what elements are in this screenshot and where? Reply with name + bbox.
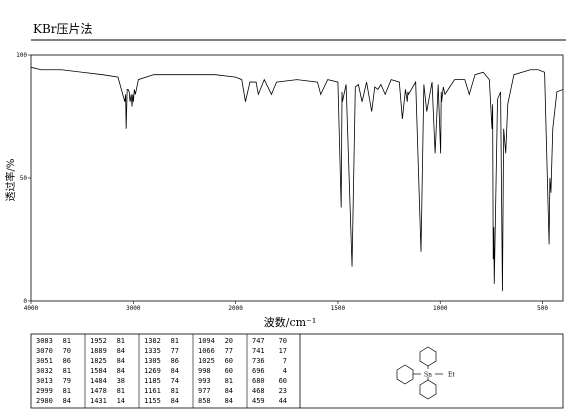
- x-axis-label: 波数/cm⁻¹: [264, 316, 317, 329]
- x-tick-label: 3000: [126, 305, 141, 312]
- peak-transmittance: 70: [63, 347, 71, 355]
- peak-wavenumber: 459: [252, 397, 265, 405]
- peak-wavenumber: 993: [198, 377, 211, 385]
- peak-wavenumber: 3051: [36, 357, 53, 365]
- peak-wavenumber: 468: [252, 387, 265, 395]
- peak-wavenumber: 1584: [90, 367, 107, 375]
- x-tick-label: 500: [537, 305, 548, 312]
- peak-wavenumber: 1889: [90, 347, 107, 355]
- structure-group: Et: [448, 372, 455, 379]
- peak-wavenumber: 1484: [90, 377, 107, 385]
- peak-transmittance: 81: [63, 337, 71, 345]
- peak-wavenumber: 1305: [144, 357, 161, 365]
- peak-wavenumber: 977: [198, 387, 211, 395]
- peak-wavenumber: 858: [198, 397, 211, 405]
- peak-wavenumber: 741: [252, 347, 265, 355]
- peak-wavenumber: 1269: [144, 367, 161, 375]
- peak-wavenumber: 1952: [90, 337, 107, 345]
- peak-wavenumber: 1025: [198, 357, 215, 365]
- peak-transmittance: 7: [283, 357, 287, 365]
- peak-transmittance: 84: [63, 397, 71, 405]
- structure-atom: Sn: [424, 372, 432, 379]
- peak-transmittance: 86: [171, 357, 179, 365]
- peak-transmittance: 77: [225, 347, 233, 355]
- peak-transmittance: 81: [63, 367, 71, 375]
- peak-transmittance: 20: [225, 337, 233, 345]
- peak-transmittance: 74: [171, 377, 179, 385]
- peak-transmittance: 4: [283, 367, 287, 375]
- peak-transmittance: 81: [63, 387, 71, 395]
- peak-transmittance: 84: [117, 347, 125, 355]
- peak-transmittance: 79: [63, 377, 71, 385]
- peak-wavenumber: 1431: [90, 397, 107, 405]
- peak-wavenumber: 696: [252, 367, 265, 375]
- peak-transmittance: 84: [171, 367, 179, 375]
- peak-transmittance: 84: [171, 397, 179, 405]
- x-tick-label: 1500: [331, 305, 346, 312]
- x-tick-label: 4000: [24, 305, 39, 312]
- peak-wavenumber: 1161: [144, 387, 161, 395]
- table-frame: [30, 333, 564, 409]
- peak-wavenumber: 1185: [144, 377, 161, 385]
- peak-transmittance: 70: [279, 337, 287, 345]
- peak-wavenumber: 2980: [36, 397, 53, 405]
- peak-transmittance: 44: [279, 397, 287, 405]
- peak-transmittance: 86: [63, 357, 71, 365]
- peak-transmittance: 84: [117, 357, 125, 365]
- peak-wavenumber: 1066: [198, 347, 215, 355]
- peak-transmittance: 23: [279, 387, 287, 395]
- peak-transmittance: 81: [117, 387, 125, 395]
- peak-transmittance: 38: [117, 377, 125, 385]
- peak-wavenumber: 3070: [36, 347, 53, 355]
- peak-transmittance: 81: [171, 387, 179, 395]
- peak-transmittance: 84: [225, 397, 233, 405]
- peak-transmittance: 77: [171, 347, 179, 355]
- y-tick-label: 100: [16, 52, 27, 59]
- peak-wavenumber: 3013: [36, 377, 53, 385]
- peak-transmittance: 17: [279, 347, 287, 355]
- y-axis-label: 透过率/%: [4, 159, 17, 202]
- peak-wavenumber: 998: [198, 367, 211, 375]
- peak-transmittance: 84: [225, 387, 233, 395]
- y-tick-label: 0: [23, 298, 27, 305]
- plot-frame: [30, 54, 564, 302]
- peak-wavenumber: 736: [252, 357, 265, 365]
- peak-transmittance: 60: [225, 357, 233, 365]
- peak-wavenumber: 747: [252, 337, 265, 345]
- x-tick-label: 1000: [433, 305, 448, 312]
- header-title: KBr压片法: [33, 22, 93, 36]
- peak-wavenumber: 1335: [144, 347, 161, 355]
- peak-wavenumber: 1382: [144, 337, 161, 345]
- spectrum-line: [30, 66, 564, 292]
- structure: [396, 346, 443, 400]
- peak-wavenumber: 2999: [36, 387, 53, 395]
- peak-wavenumber: 1094: [198, 337, 215, 345]
- peak-transmittance: 60: [225, 367, 233, 375]
- x-tick-label: 2000: [228, 305, 243, 312]
- peak-transmittance: 60: [279, 377, 287, 385]
- peak-transmittance: 84: [117, 367, 125, 375]
- peak-wavenumber: 1155: [144, 397, 161, 405]
- peak-wavenumber: 1478: [90, 387, 107, 395]
- peak-transmittance: 81: [225, 377, 233, 385]
- peak-wavenumber: 1825: [90, 357, 107, 365]
- peak-transmittance: 14: [117, 397, 125, 405]
- y-tick-label: 50: [20, 175, 28, 182]
- peak-wavenumber: 3083: [36, 337, 53, 345]
- peak-transmittance: 81: [117, 337, 125, 345]
- peak-wavenumber: 3032: [36, 367, 53, 375]
- peak-transmittance: 81: [171, 337, 179, 345]
- peak-wavenumber: 680: [252, 377, 265, 385]
